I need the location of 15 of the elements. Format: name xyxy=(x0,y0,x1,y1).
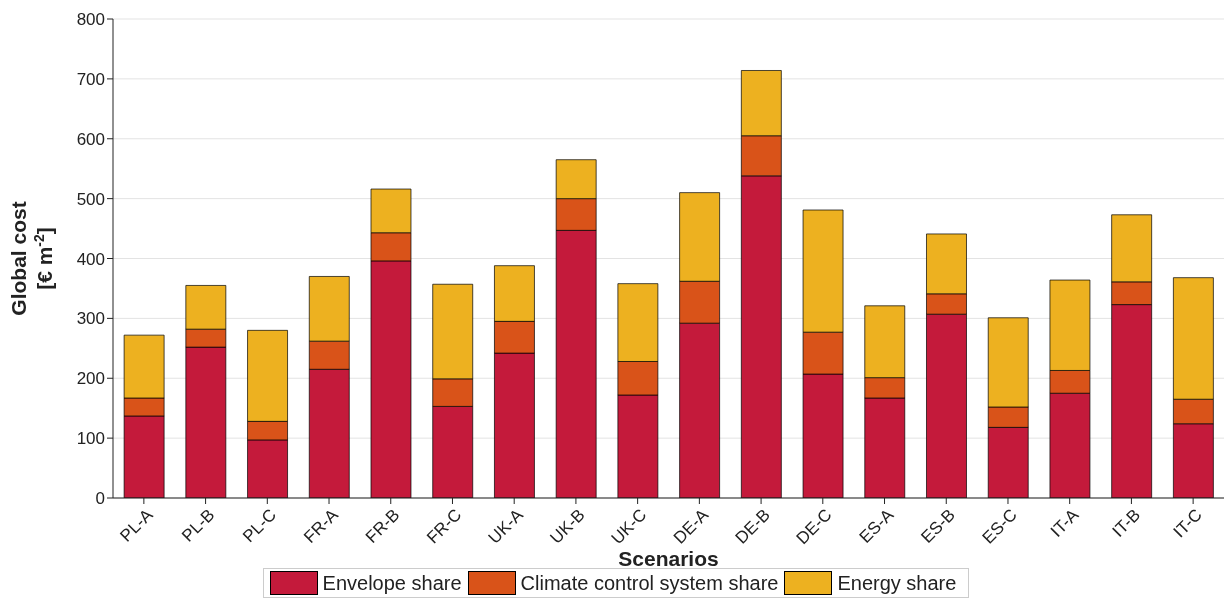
y-tick-label: 500 xyxy=(76,189,105,209)
legend-label: Climate control system share xyxy=(519,571,779,595)
x-tick-label: IT-A xyxy=(1046,504,1083,541)
x-axis-title: Scenarios xyxy=(618,547,719,570)
y-tick-label: 800 xyxy=(76,10,105,30)
y-tick-label: 200 xyxy=(76,369,105,389)
x-tick-label: IT-B xyxy=(1108,505,1145,541)
y-tick-label: 0 xyxy=(95,489,105,509)
y-tick-label: 700 xyxy=(76,69,105,89)
y-tick-label: 400 xyxy=(76,249,105,269)
y-tick-label: 100 xyxy=(76,429,105,449)
legend-label: Energy share xyxy=(836,571,957,595)
legend-label: Envelope share xyxy=(321,571,462,595)
y-tick-label: 300 xyxy=(76,309,105,329)
y-tick-label: 600 xyxy=(76,129,105,149)
